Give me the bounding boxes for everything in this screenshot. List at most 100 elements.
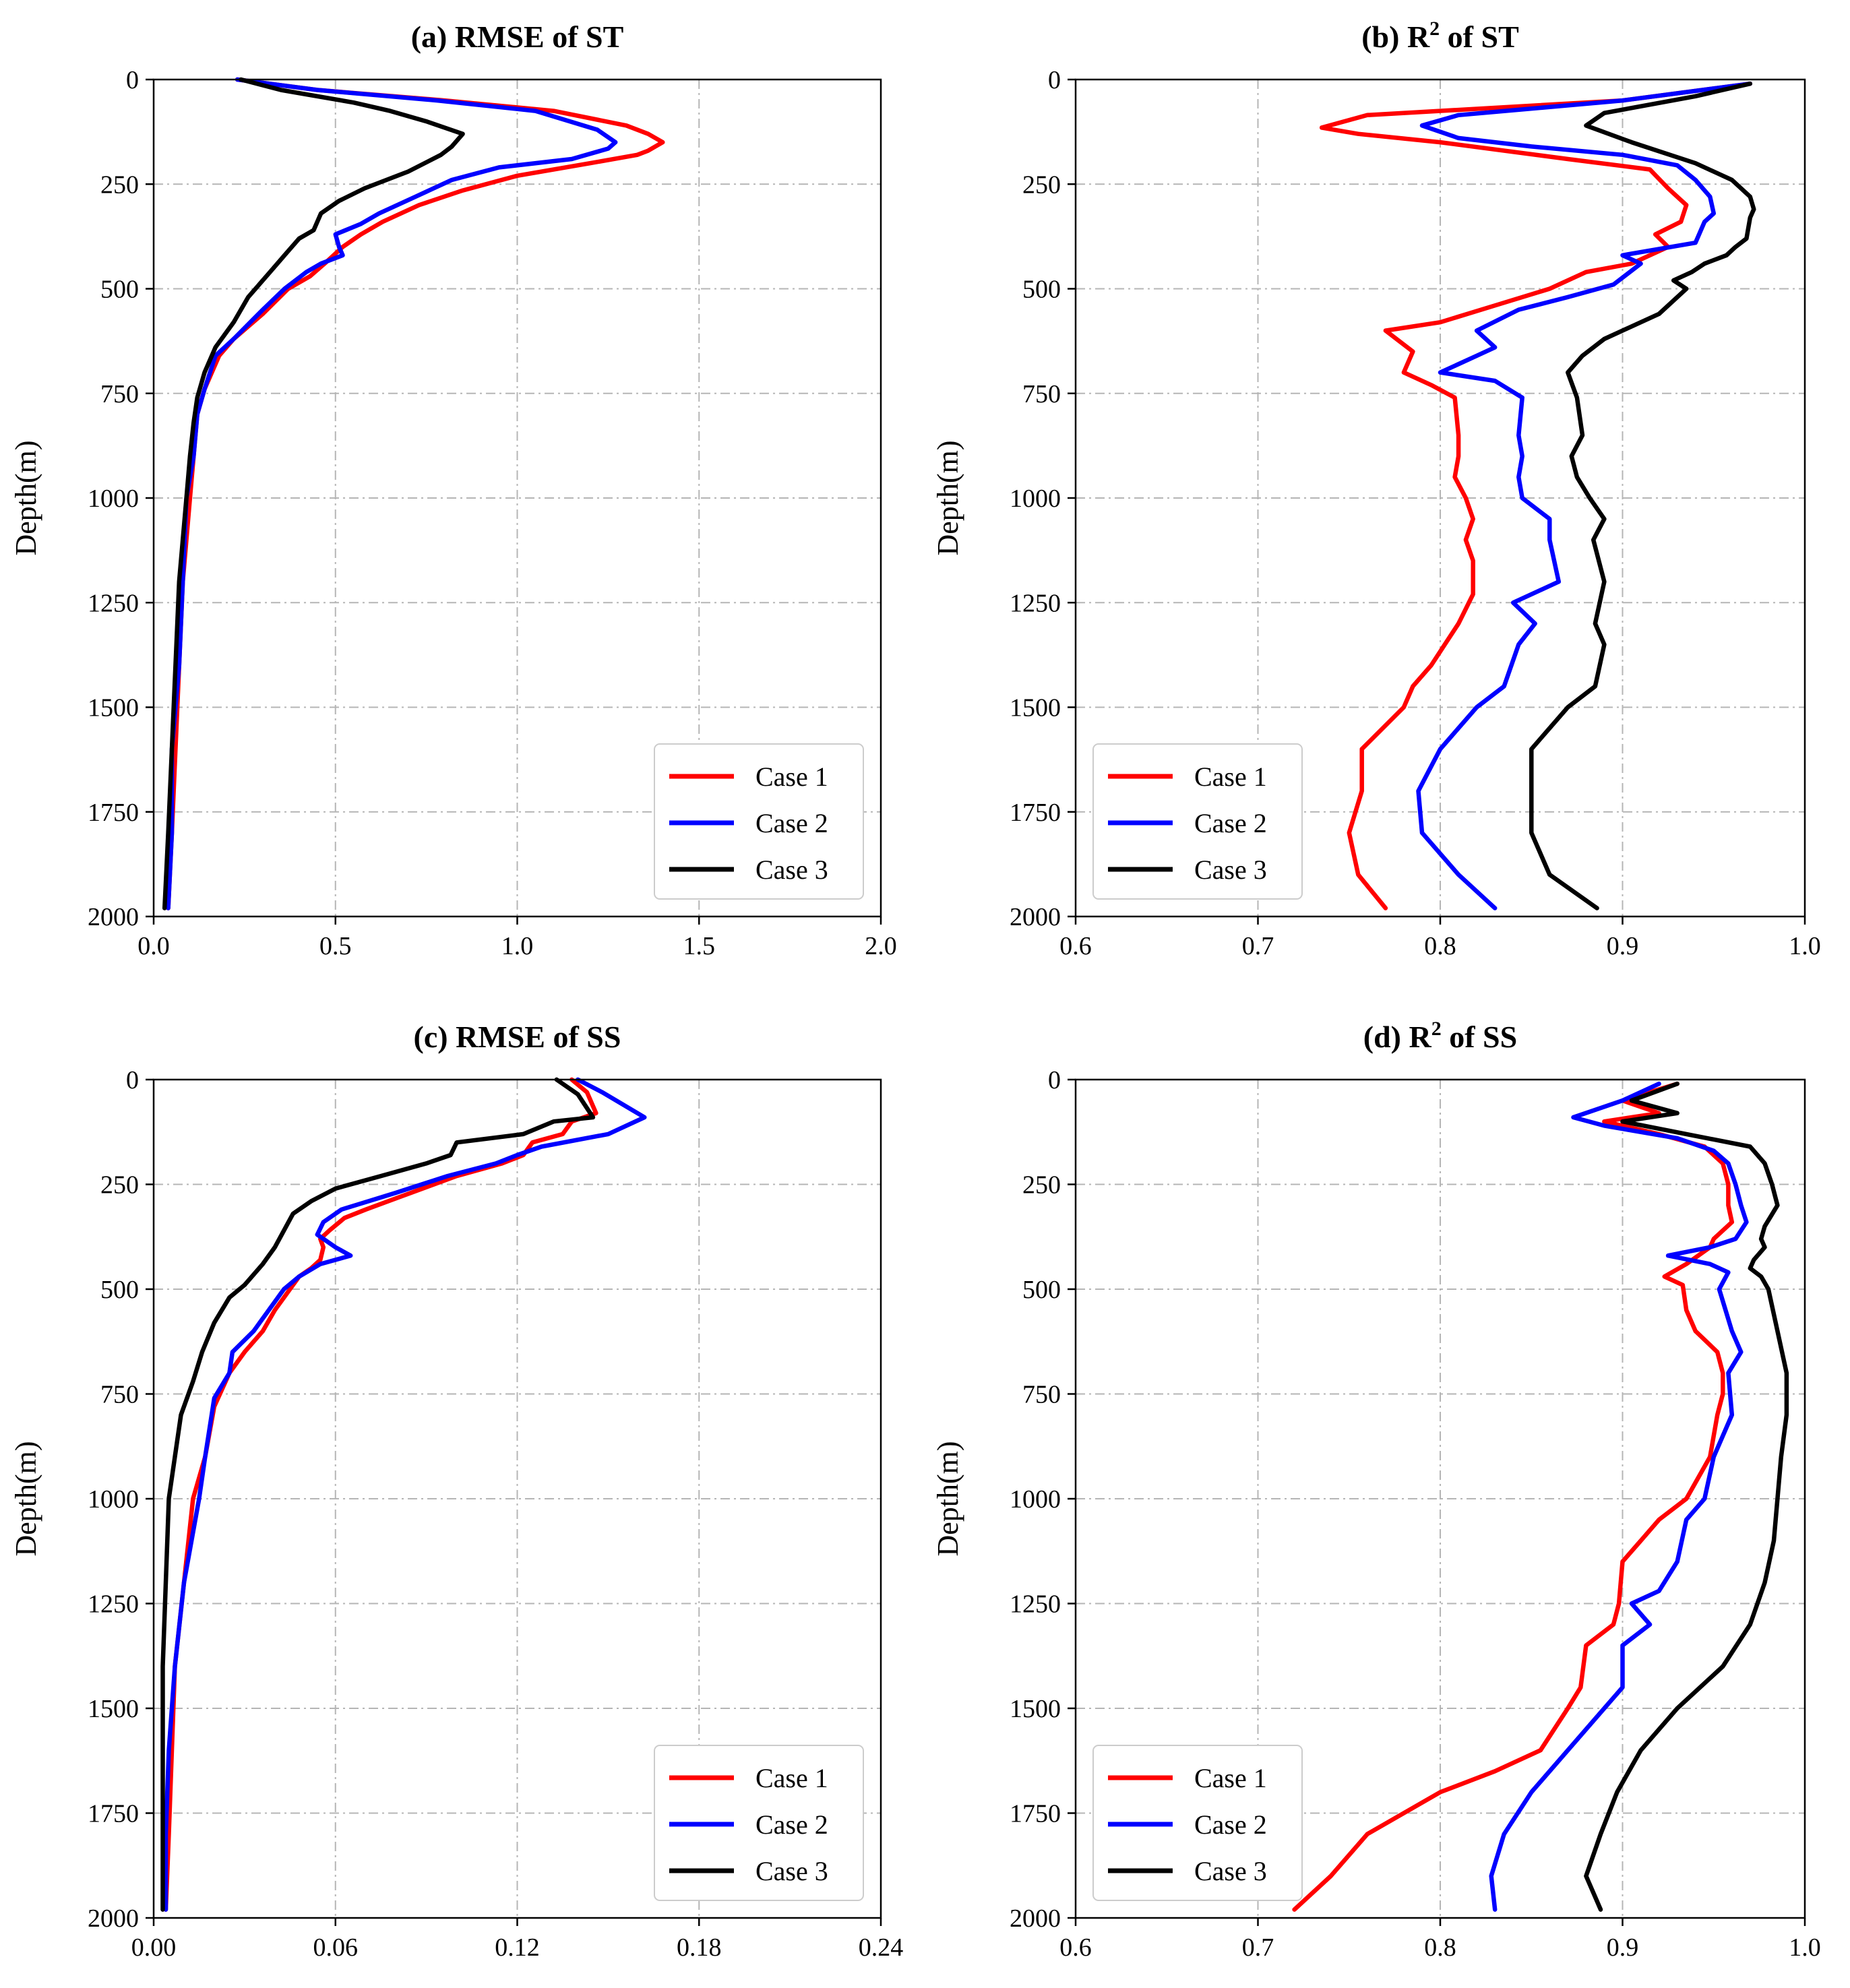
series-line-case-3 [1529, 81, 1756, 910]
legend-box [654, 1745, 864, 1901]
y-tick-label: 1500 [1010, 694, 1061, 722]
legend-label-case-2: Case 2 [1194, 1809, 1267, 1840]
x-tick-label: 0.6 [1059, 932, 1092, 960]
legend-label-case-1: Case 1 [756, 1763, 828, 1793]
y-tick-label: 1500 [88, 694, 139, 722]
x-tick-label: 0.7 [1242, 1933, 1274, 1962]
x-tick-label: 1.5 [683, 932, 716, 960]
series-line-case-1 [163, 1077, 598, 1912]
series-line-case-1 [1319, 81, 1753, 910]
legend: Case 1 Case 2 Case 3 [1092, 743, 1303, 900]
series-line-case-1 [1292, 1081, 1735, 1912]
y-tick-label: 1750 [1010, 1800, 1061, 1828]
legend: Case 1 Case 2 Case 3 [654, 743, 864, 900]
legend-label-case-1: Case 1 [1194, 762, 1267, 792]
y-tick-label: 500 [1022, 276, 1061, 304]
x-tick-label: 0.9 [1607, 1933, 1639, 1962]
y-tick-label: 750 [1022, 1381, 1061, 1409]
title-main: (c) RMSE of SS [414, 1020, 621, 1054]
y-tick-label: 0 [1048, 66, 1061, 94]
series-line-case-2 [1489, 1081, 1749, 1912]
y-tick-label: 1000 [1010, 1485, 1061, 1514]
x-tick-label: 0.8 [1424, 932, 1456, 960]
legend-label-case-2: Case 2 [756, 808, 828, 838]
legend-box [1092, 743, 1303, 900]
series-line-case-2 [1416, 81, 1753, 910]
y-tick-label: 2000 [1010, 1904, 1061, 1933]
y-tick-label: 2000 [88, 1904, 139, 1933]
title-main: (b) R [1361, 20, 1430, 54]
legend-label-case-1: Case 1 [1194, 1763, 1267, 1793]
legend-box [1092, 1745, 1303, 1901]
y-tick-label: 250 [100, 1171, 139, 1200]
y-tick-label: 1000 [88, 485, 139, 513]
y-tick-label: 250 [100, 170, 139, 199]
x-tick-label: 0.00 [131, 1933, 177, 1962]
legend-label-case-3: Case 3 [756, 1856, 828, 1886]
legend: Case 1 Case 2 Case 3 [654, 1745, 864, 1901]
series-line-case-3 [162, 77, 465, 910]
title-rest: of SS [1442, 1020, 1517, 1054]
legend-label-case-2: Case 2 [756, 1809, 828, 1840]
y-tick-label: 750 [100, 380, 139, 408]
x-tick-label: 0.12 [495, 1933, 540, 1962]
y-tick-label: 0 [126, 1066, 139, 1094]
panel-a: 0.0 0.5 1.0 1.5 2.0 0 250 500 750 1000 1250 1500 175… [9, 20, 897, 960]
y-tick-label: 1000 [1010, 485, 1061, 513]
y-tick-label: 1250 [1010, 589, 1061, 617]
y-tick-label: 1250 [1010, 1590, 1061, 1619]
x-tick-label: 0.9 [1607, 932, 1639, 960]
title-superscript: 2 [1429, 18, 1440, 40]
y-tick-label: 1750 [88, 799, 139, 827]
title-main: (a) RMSE of ST [411, 20, 624, 54]
x-tick-label: 0.6 [1059, 1933, 1092, 1962]
x-tick-label: 0.18 [677, 1933, 722, 1962]
y-tick-label: 500 [100, 276, 139, 304]
x-tick-label: 0.5 [319, 932, 352, 960]
chart-title: (c) RMSE of SS [414, 1020, 621, 1054]
series-line-case-1 [166, 77, 665, 910]
x-tick-label: 0.7 [1242, 932, 1274, 960]
legend-box [654, 743, 864, 900]
legend-label-case-3: Case 3 [1194, 1856, 1267, 1886]
legend-label-case-1: Case 1 [756, 762, 828, 792]
x-tick-label: 1.0 [1789, 932, 1821, 960]
legend-label-case-2: Case 2 [1194, 808, 1267, 838]
panel-d: 0.6 0.7 0.8 0.9 1.0 0 250 500 750 1000 1250 1500 175… [931, 1018, 1821, 1962]
y-axis-label: Depth(m) [931, 1441, 964, 1556]
y-tick-label: 1500 [88, 1695, 139, 1723]
x-tick-label: 1.0 [1789, 1933, 1821, 1962]
y-tick-label: 500 [100, 1276, 139, 1304]
series-line-case-2 [163, 1077, 647, 1912]
y-tick-label: 1750 [88, 1800, 139, 1828]
chart-title: (a) RMSE of ST [411, 20, 624, 54]
x-tick-label: 2.0 [865, 932, 897, 960]
legend: Case 1 Case 2 Case 3 [1092, 1745, 1303, 1901]
x-tick-label: 0.8 [1424, 1933, 1456, 1962]
y-tick-label: 1000 [88, 1485, 139, 1514]
series-line-case-2 [166, 77, 618, 910]
x-tick-label: 0.24 [859, 1933, 904, 1962]
y-axis-label: Depth(m) [931, 440, 964, 555]
y-axis-label: Depth(m) [9, 440, 42, 555]
title-main: (d) R [1363, 1020, 1432, 1054]
legend-label-case-3: Case 3 [1194, 855, 1267, 885]
title-superscript: 2 [1431, 1018, 1442, 1040]
series-line-case-3 [1584, 1081, 1789, 1912]
y-tick-label: 2000 [1010, 903, 1061, 931]
y-tick-label: 250 [1022, 1171, 1061, 1200]
x-tick-label: 1.0 [501, 932, 534, 960]
title-rest: of ST [1440, 20, 1519, 54]
y-tick-label: 0 [1048, 1066, 1061, 1094]
x-tick-label: 0.06 [313, 1933, 359, 1962]
y-tick-label: 500 [1022, 1276, 1061, 1304]
y-tick-label: 1750 [1010, 799, 1061, 827]
y-tick-label: 750 [100, 1381, 139, 1409]
y-tick-label: 1250 [88, 1590, 139, 1619]
chart-title: (b) R2 of ST [1361, 18, 1519, 54]
panel-c: 0.00 0.06 0.12 0.18 0.24 0 250 500 750 1000 1250 15… [9, 1020, 903, 1962]
chart-title: (d) R2 of SS [1363, 1018, 1517, 1054]
y-tick-label: 750 [1022, 380, 1061, 408]
legend-label-case-3: Case 3 [756, 855, 828, 885]
